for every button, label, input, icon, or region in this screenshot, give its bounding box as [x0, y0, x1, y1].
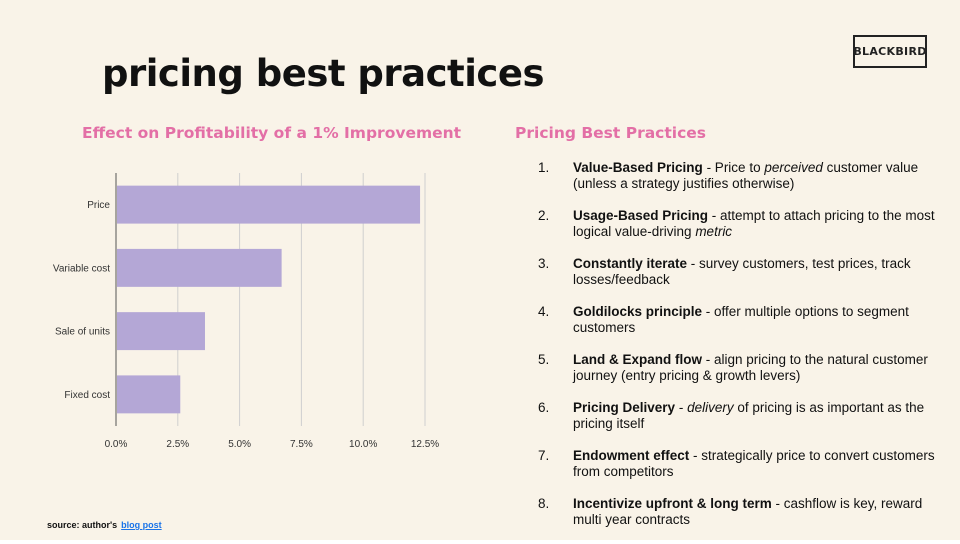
practice-emphasis: metric	[695, 224, 733, 239]
practice-description: - attempt to attach pricing to the most …	[573, 208, 935, 239]
practice-item: 6. Pricing Delivery - delivery of pricing…	[538, 400, 938, 448]
practice-description: - strategically price to convert custome…	[573, 448, 935, 479]
practice-title: Usage-Based Pricing	[573, 208, 709, 223]
x-tick-label: 0.0%	[105, 439, 128, 450]
practice-number: 5.	[538, 352, 550, 367]
blog-post-link[interactable]: blog post	[121, 520, 162, 530]
practice-text: Value-Based Pricing - Price to perceived…	[573, 160, 938, 208]
practice-title: Pricing Delivery	[573, 400, 676, 415]
practice-number: 4.	[538, 304, 550, 319]
category-label: Variable cost	[53, 263, 110, 274]
practice-title: Value-Based Pricing	[573, 160, 703, 175]
practice-item: 5. Land & Expand flow - align pricing to …	[538, 352, 938, 400]
practice-item: 4. Goldilocks principle - offer multiple …	[538, 304, 938, 352]
practice-item: 2. Usage-Based Pricing - attempt to attac…	[538, 208, 938, 256]
practice-title: Constantly iterate	[573, 256, 688, 271]
best-practices-list: 1. Value-Based Pricing - Price to perceiv…	[538, 160, 938, 544]
practice-title: Land & Expand flow	[573, 352, 703, 367]
practice-description: of pricing is as important as the pricin…	[573, 400, 925, 431]
practice-item: 3. Constantly iterate - survey customers,…	[538, 256, 938, 304]
blackbird-logo: BLACKBIRD	[853, 35, 927, 68]
x-tick-label: 12.5%	[411, 439, 439, 450]
x-tick-label: 7.5%	[290, 439, 313, 450]
practice-number: 6.	[538, 400, 550, 415]
practice-number: 8.	[538, 496, 550, 511]
practice-text: Land & Expand flow - align pricing to th…	[573, 352, 938, 400]
practice-description: - offer multiple options to segment cust…	[573, 304, 909, 335]
practice-number: 1.	[538, 160, 550, 175]
practice-description: - align pricing to the natural customer …	[573, 352, 928, 383]
category-label: Fixed cost	[64, 390, 110, 401]
profitability-bar-chart: 0.0% 2.5% 5.0% 7.5% 10.0% 12.5% Price Variable …	[53, 173, 439, 450]
practice-description: - Price to	[702, 160, 765, 175]
x-tick-label: 5.0%	[228, 439, 251, 450]
bar-fixed-cost	[117, 375, 181, 414]
category-label: Price	[87, 200, 110, 211]
x-tick-label: 2.5%	[166, 439, 189, 450]
practice-emphasis: perceived	[764, 160, 823, 175]
practice-text: Usage-Based Pricing - attempt to attach …	[573, 208, 938, 256]
practice-description: - survey customers, test prices, track l…	[573, 256, 911, 287]
practice-emphasis: delivery	[687, 400, 734, 415]
practice-text: Constantly iterate - survey customers, t…	[573, 256, 938, 304]
practice-number: 7.	[538, 448, 550, 463]
practice-title: Endowment effect	[573, 448, 690, 463]
practice-description: customer value (unless a strategy justif…	[573, 160, 919, 191]
category-label: Sale of units	[55, 327, 110, 338]
list-heading: Pricing Best Practices	[515, 124, 707, 142]
source-label: source: author's	[47, 520, 118, 530]
practice-number: 2.	[538, 208, 550, 223]
practice-text: Incentivize upfront & long term - cashfl…	[573, 496, 938, 544]
practice-text: Pricing Delivery - delivery of pricing i…	[573, 400, 938, 448]
slide-title: pricing best practices	[102, 52, 544, 95]
practice-title: Incentivize upfront & long term	[573, 496, 772, 511]
practice-description: - cashflow is key, reward multi year con…	[573, 496, 923, 527]
practice-text: Endowment effect - strategically price t…	[573, 448, 938, 496]
x-tick-label: 10.0%	[349, 439, 377, 450]
practice-title: Goldilocks principle	[573, 304, 703, 319]
practice-text: Goldilocks principle - offer multiple op…	[573, 304, 938, 352]
source-note: source: author's blog post	[47, 520, 162, 530]
bar-variable-cost	[117, 248, 282, 287]
practice-item: 8. Incentivize upfront & long term - cash…	[538, 496, 938, 544]
practice-item: 1. Value-Based Pricing - Price to perceiv…	[538, 160, 938, 208]
practice-description: -	[675, 400, 688, 415]
bar-price	[117, 185, 421, 224]
practice-item: 7. Endowment effect - strategically price…	[538, 448, 938, 496]
chart-heading: Effect on Profitability of a 1% Improvem…	[82, 124, 462, 142]
practice-number: 3.	[538, 256, 550, 271]
bar-sale-of-units	[117, 312, 205, 351]
